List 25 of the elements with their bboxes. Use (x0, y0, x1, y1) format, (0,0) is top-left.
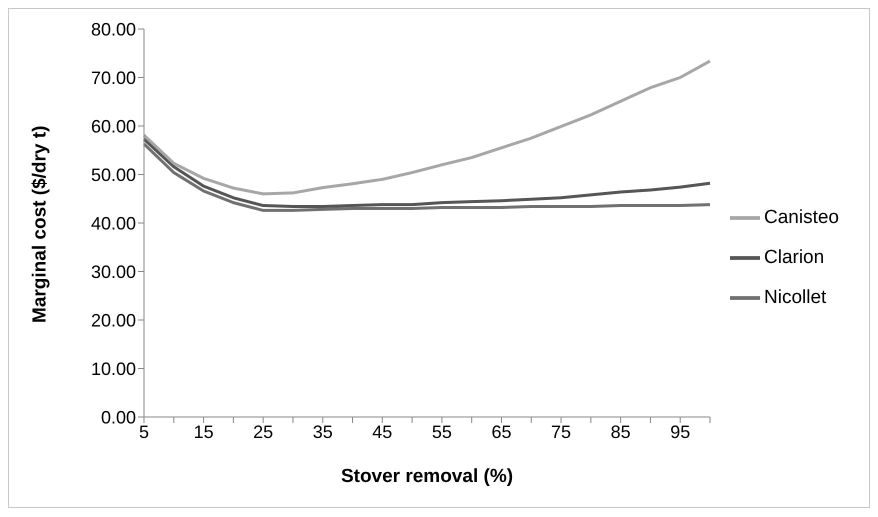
x-tick-label: 55 (432, 422, 452, 442)
x-tick-label: 85 (610, 422, 631, 442)
x-tick-label: 45 (372, 422, 392, 442)
y-tick-label: 50.00 (90, 164, 136, 185)
y-tick-label: 20.00 (90, 310, 136, 330)
line-series (142, 60, 712, 196)
x-tick-label: 65 (491, 422, 512, 442)
x-tick-label: 25 (253, 422, 274, 442)
y-axis-title: Marginal cost ($/dry t) (30, 126, 51, 323)
y-tick-label: 0.00 (100, 407, 136, 428)
x-tick-label: 75 (551, 422, 572, 442)
legend-label: Canisteo (764, 207, 839, 228)
y-tick-label: 40.00 (90, 213, 136, 234)
x-tick-label: 35 (312, 422, 333, 442)
x-axis-title: Stover removal (%) (340, 466, 514, 487)
x-tick-label: 15 (194, 422, 214, 442)
y-tick-label: 30.00 (90, 262, 136, 282)
y-tick-label: 10.00 (90, 358, 136, 379)
y-tick-label: 60.00 (90, 116, 136, 136)
legend-label: Clarion (764, 247, 824, 268)
x-tick-label: 5 (138, 422, 150, 442)
y-tick-label: 80.00 (90, 19, 136, 40)
y-tick-label: 70.00 (90, 68, 136, 88)
x-tick-label: 95 (670, 422, 690, 442)
legend-label: Nicollet (764, 287, 826, 308)
